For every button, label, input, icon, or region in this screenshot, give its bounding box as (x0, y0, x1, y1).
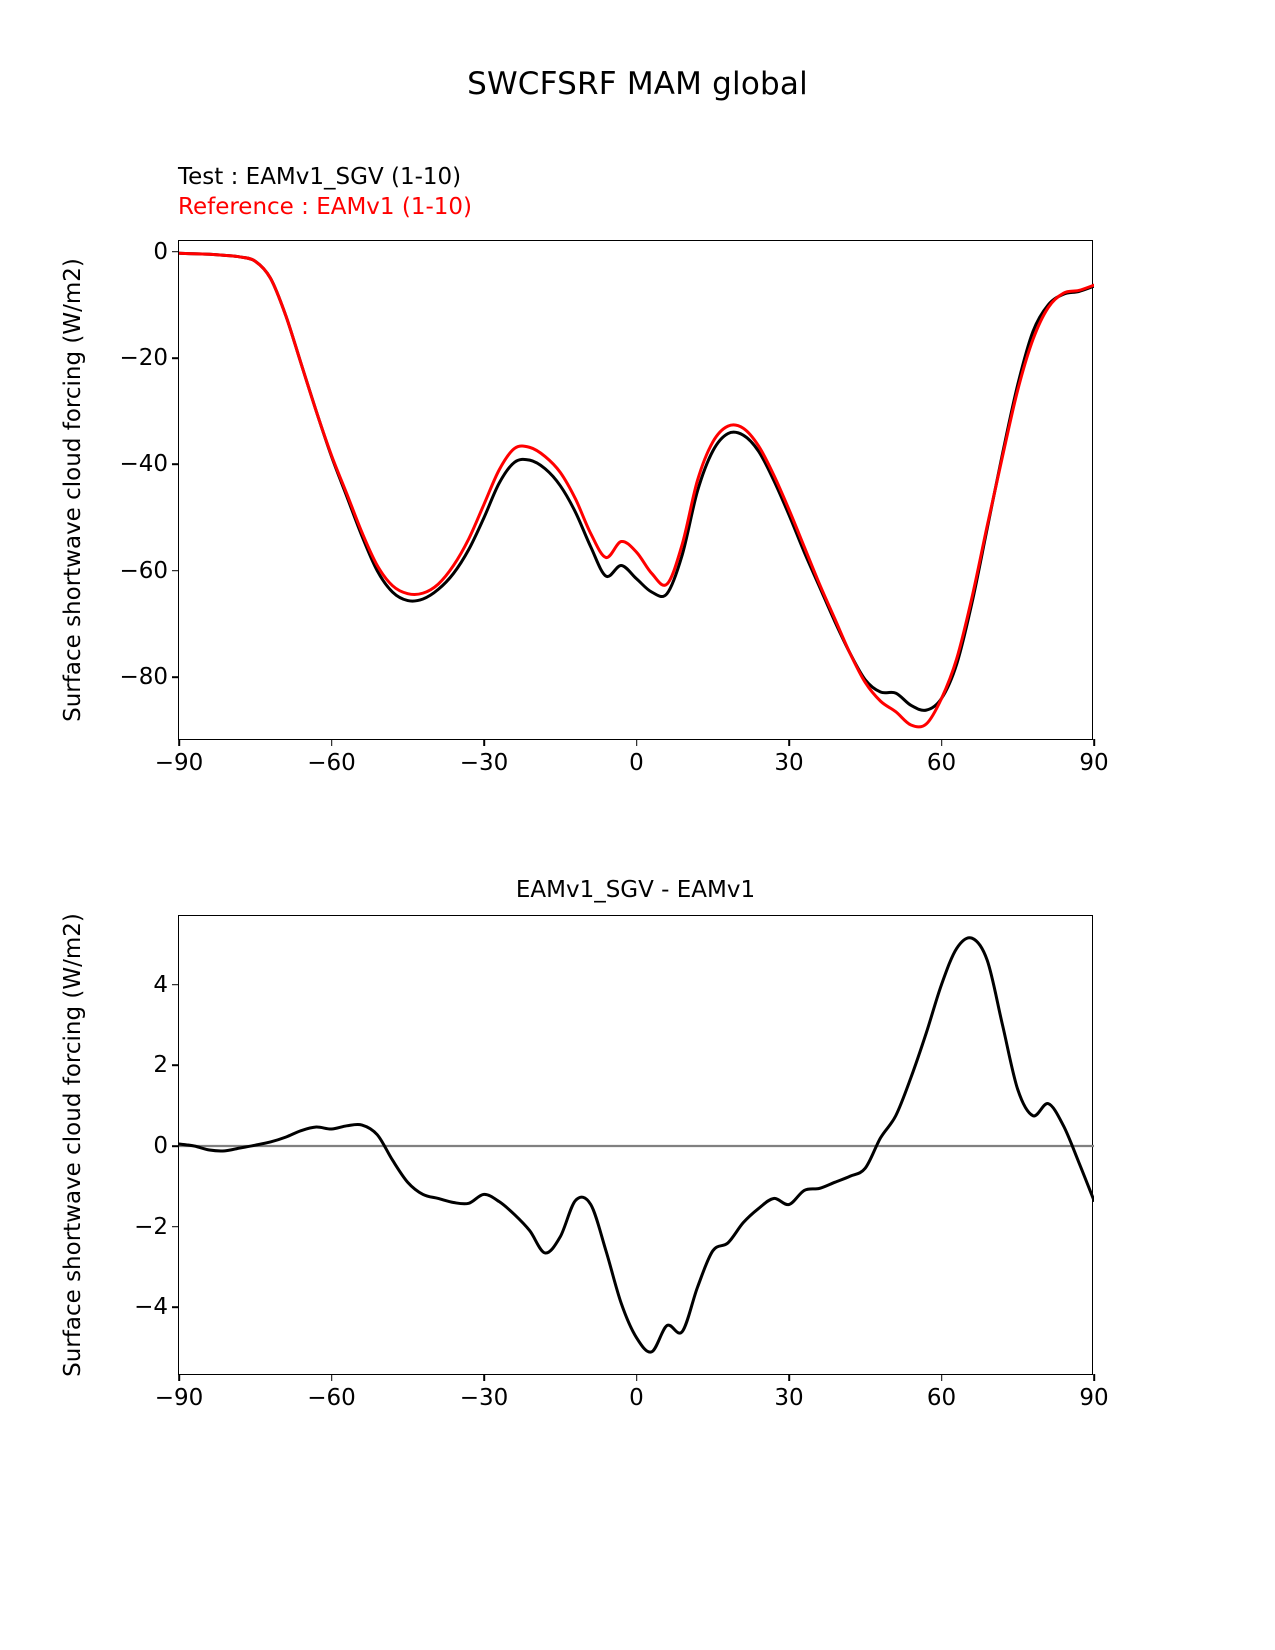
y-tick-mark (172, 1064, 179, 1067)
series-line-1 (179, 251, 1094, 729)
x-tick-mark (788, 739, 790, 746)
bottom-panel-plot-area: 4 2 0 −2 −4 −90 −60 −30 0 30 60 90 (134, 915, 1109, 1411)
x-tick-label: 0 (629, 750, 644, 776)
x-tick-mark (635, 1374, 638, 1381)
x-tick-mark (1093, 739, 1095, 746)
y-tick-mark (172, 983, 179, 986)
legend: Test : EAMv1_SGV (1-10) Reference : EAMv… (178, 163, 472, 223)
series-line-0 (179, 936, 1094, 1354)
x-tick-label: −60 (307, 1385, 356, 1411)
y-tick-mark (172, 676, 179, 678)
y-tick-label: −60 (119, 557, 168, 584)
top-panel-y-axis-label: Surface shortwave cloud forcing (W/m2) (60, 258, 86, 722)
x-tick-label: 30 (774, 750, 804, 776)
y-tick-mark (172, 463, 179, 466)
x-tick-mark (1093, 1374, 1095, 1381)
x-tick-mark (940, 1374, 943, 1381)
y-tick-mark (172, 1145, 179, 1147)
y-tick-mark (172, 569, 179, 572)
bottom-panel-title: EAMv1_SGV - EAMv1 (515, 877, 756, 903)
series-line-0 (179, 251, 1094, 712)
x-tick-label: −90 (154, 1385, 204, 1411)
x-tick-label: −60 (307, 750, 356, 776)
x-tick-label: −30 (459, 750, 509, 776)
y-tick-label: −20 (119, 345, 168, 372)
y-tick-label: 0 (153, 238, 168, 265)
y-tick-label: −2 (134, 1213, 168, 1240)
top-panel: Surface shortwave cloud forcing (W/m2) 0… (60, 239, 1109, 776)
bottom-panel: EAMv1_SGV - EAMv1 Surface shortwave clou… (60, 877, 1109, 1411)
x-tick-mark (330, 1374, 333, 1381)
x-tick-mark (635, 739, 638, 746)
x-tick-mark (178, 1374, 180, 1381)
y-tick-mark (172, 250, 179, 253)
y-tick-label: −40 (119, 451, 168, 478)
y-tick-label: 2 (153, 1052, 168, 1079)
x-tick-label: −30 (459, 1385, 509, 1411)
y-tick-label: 4 (153, 971, 168, 998)
y-tick-label: −4 (134, 1294, 168, 1321)
y-tick-mark (172, 1306, 179, 1309)
top-panel-plot-area: 0 −20 −40 −60 −80 −90 −60 −30 0 30 60 90 (119, 239, 1108, 776)
bottom-panel-y-axis-label: Surface shortwave cloud forcing (W/m2) (60, 913, 86, 1377)
y-tick-mark (172, 1225, 179, 1228)
x-tick-mark (178, 739, 180, 746)
y-tick-label: 0 (153, 1133, 168, 1159)
x-tick-mark (940, 739, 943, 746)
figure-title: SWCFSRF MAM global (467, 66, 808, 102)
top-panel-curves (179, 251, 1094, 729)
legend-reference-label: Reference : EAMv1 (1-10) (178, 193, 473, 220)
x-tick-mark (483, 1374, 485, 1381)
legend-test-label: Test : EAMv1_SGV (1-10) (178, 164, 462, 190)
x-tick-mark (330, 739, 333, 746)
x-tick-label: 30 (774, 1385, 804, 1411)
x-tick-label: 0 (629, 1385, 644, 1411)
x-tick-mark (788, 1374, 790, 1381)
x-tick-label: 90 (1079, 1385, 1109, 1411)
x-tick-label: −90 (154, 750, 204, 776)
y-tick-mark (172, 357, 179, 359)
x-tick-label: 60 (926, 1385, 957, 1411)
x-tick-label: 60 (926, 750, 957, 776)
bottom-panel-curves (179, 936, 1094, 1354)
x-tick-mark (483, 739, 485, 746)
y-tick-label: −80 (119, 664, 168, 691)
x-tick-label: 90 (1079, 750, 1109, 776)
